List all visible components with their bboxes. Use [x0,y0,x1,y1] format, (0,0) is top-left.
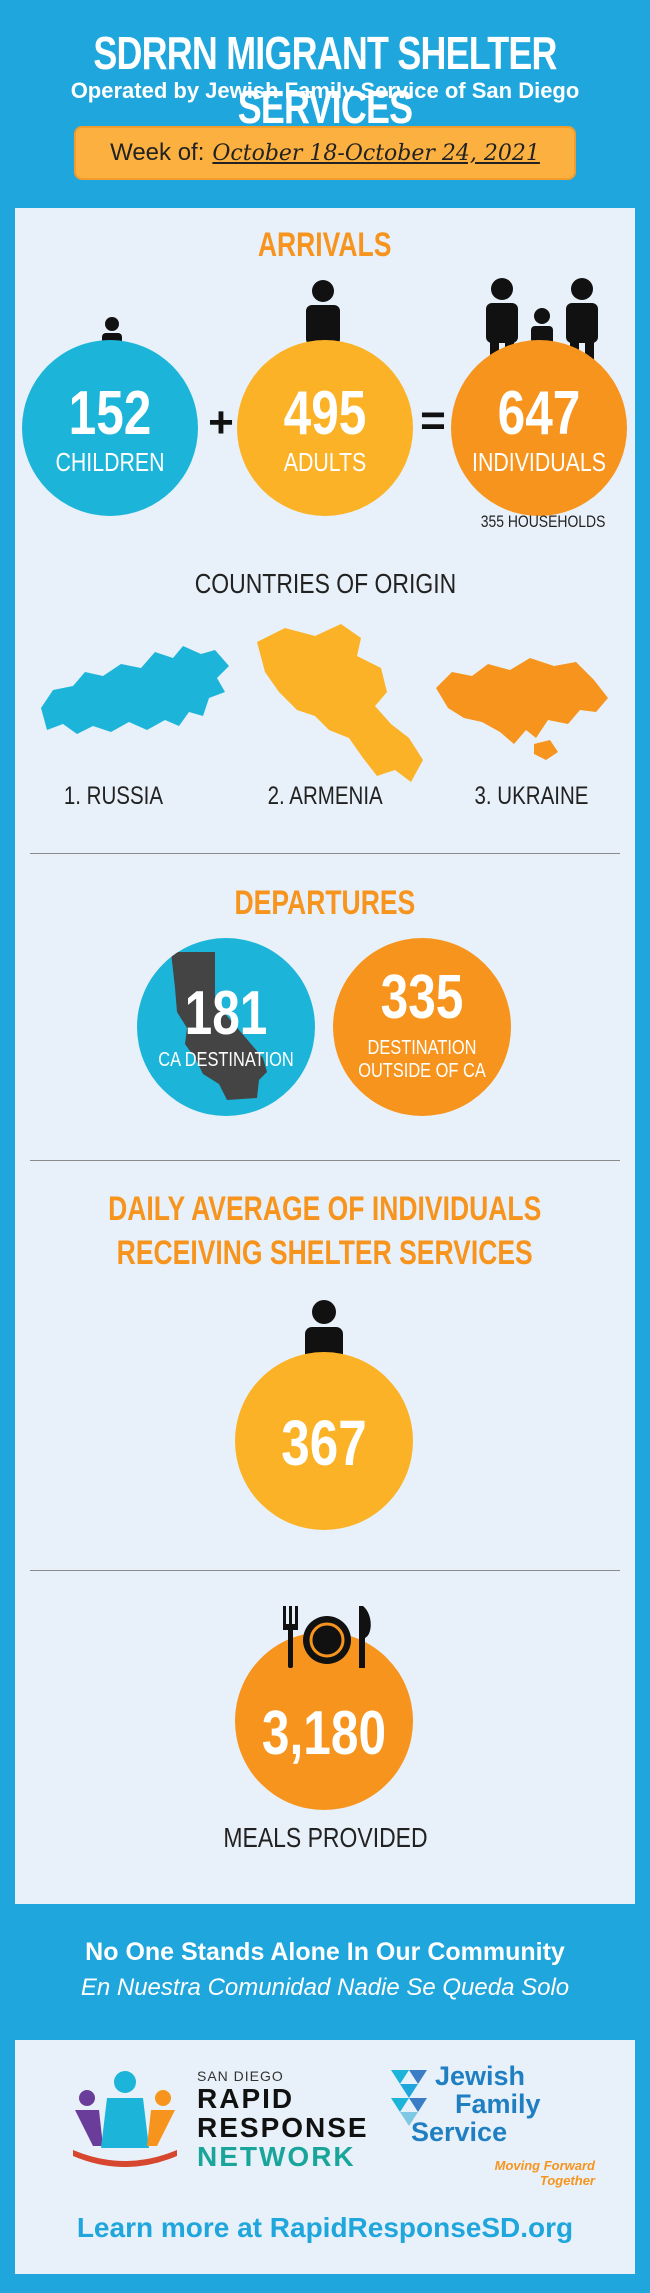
california-map-icon [171,952,267,1100]
divider [30,1160,620,1161]
ukraine-map-icon [436,658,608,760]
jfs-tagline: Moving Forward Together [494,2158,595,2188]
daily-average-count: 367 [281,1407,367,1479]
children-count: 152 [68,379,152,448]
ca-destination-circle: 181 CA DESTINATION [137,938,315,1116]
main-panel: ARRIVALS 152 CHILDREN + 495 ADULTS = 647… [15,208,635,1904]
outside-ca-count: 335 [380,963,464,1032]
country-3: 3. UKRAINE [474,782,588,810]
daily-title-line2: RECEIVING SHELTER SERVICES [116,1234,534,1272]
jfs-wordmark: Jewish Family Service [411,2061,541,2147]
page-title: SDRRN MIGRANT SHELTER SERVICES [93,27,557,133]
divider [30,853,620,854]
tagline-english: No One Stands Alone In Our Community [85,1938,565,1966]
meals-count: 3,180 [261,1699,387,1768]
individuals-label: INDIVIDUALS [472,447,606,477]
outside-ca-label-2: OUTSIDE OF CA [358,1060,486,1082]
adults-label: ADULTS [283,447,367,477]
country-2: 2. ARMENIA [267,782,383,810]
children-circle: 152 CHILDREN [22,340,198,516]
individuals-count: 647 [497,379,581,448]
adults-count: 495 [283,379,367,448]
tagline-spanish: En Nuestra Comunidad Nadie Se Queda Solo [80,1974,570,2001]
arrivals-title: ARRIVALS [258,226,392,264]
outside-ca-circle: 335 DESTINATION OUTSIDE OF CA [333,938,511,1116]
learn-more-link[interactable]: Learn more at RapidResponseSD.org [76,2212,574,2243]
equals-sign: = [420,396,446,445]
countries-title: COUNTRIES OF ORIGIN [194,568,456,599]
meals-label: MEALS PROVIDED [222,1822,428,1853]
plus-sign: + [208,398,234,447]
jfs-logo-icon [391,2070,427,2126]
logo-box: SAN DIEGO RAPID RESPONSE NETWORK Jewish … [15,2040,635,2274]
daily-average-circle: 367 [235,1352,413,1530]
week-box: Week of: October 18-October 24, 2021 [74,126,576,180]
page-subtitle: Operated by Jewish Family Service of San… [70,78,580,103]
country-1: 1. RUSSIA [63,782,163,810]
individuals-circle: 647 INDIVIDUALS [451,340,627,516]
children-label: CHILDREN [55,447,165,477]
departures-title: DEPARTURES [234,884,416,922]
households-count: 355 HOUSEHOLDS [480,512,606,531]
divider [30,1570,620,1571]
adults-circle: 495 ADULTS [237,340,413,516]
plate-utensils-icon [283,1606,371,1668]
russia-map-icon [41,646,229,734]
week-label: Week of: [110,139,205,166]
armenia-map-icon [257,624,423,782]
daily-title-line1: DAILY AVERAGE OF INDIVIDUALS [108,1190,542,1228]
ca-destination-label: CA DESTINATION [158,1049,294,1071]
sdrrn-wordmark: RAPID RESPONSE NETWORK [197,2083,369,2172]
sdrrn-small-text: SAN DIEGO [197,2068,284,2084]
outside-ca-label-1: DESTINATION [367,1037,477,1059]
week-dates: October 18-October 24, 2021 [212,140,540,166]
ca-destination-count: 181 [184,979,268,1048]
sdrrn-logo-icon [73,2071,177,2167]
